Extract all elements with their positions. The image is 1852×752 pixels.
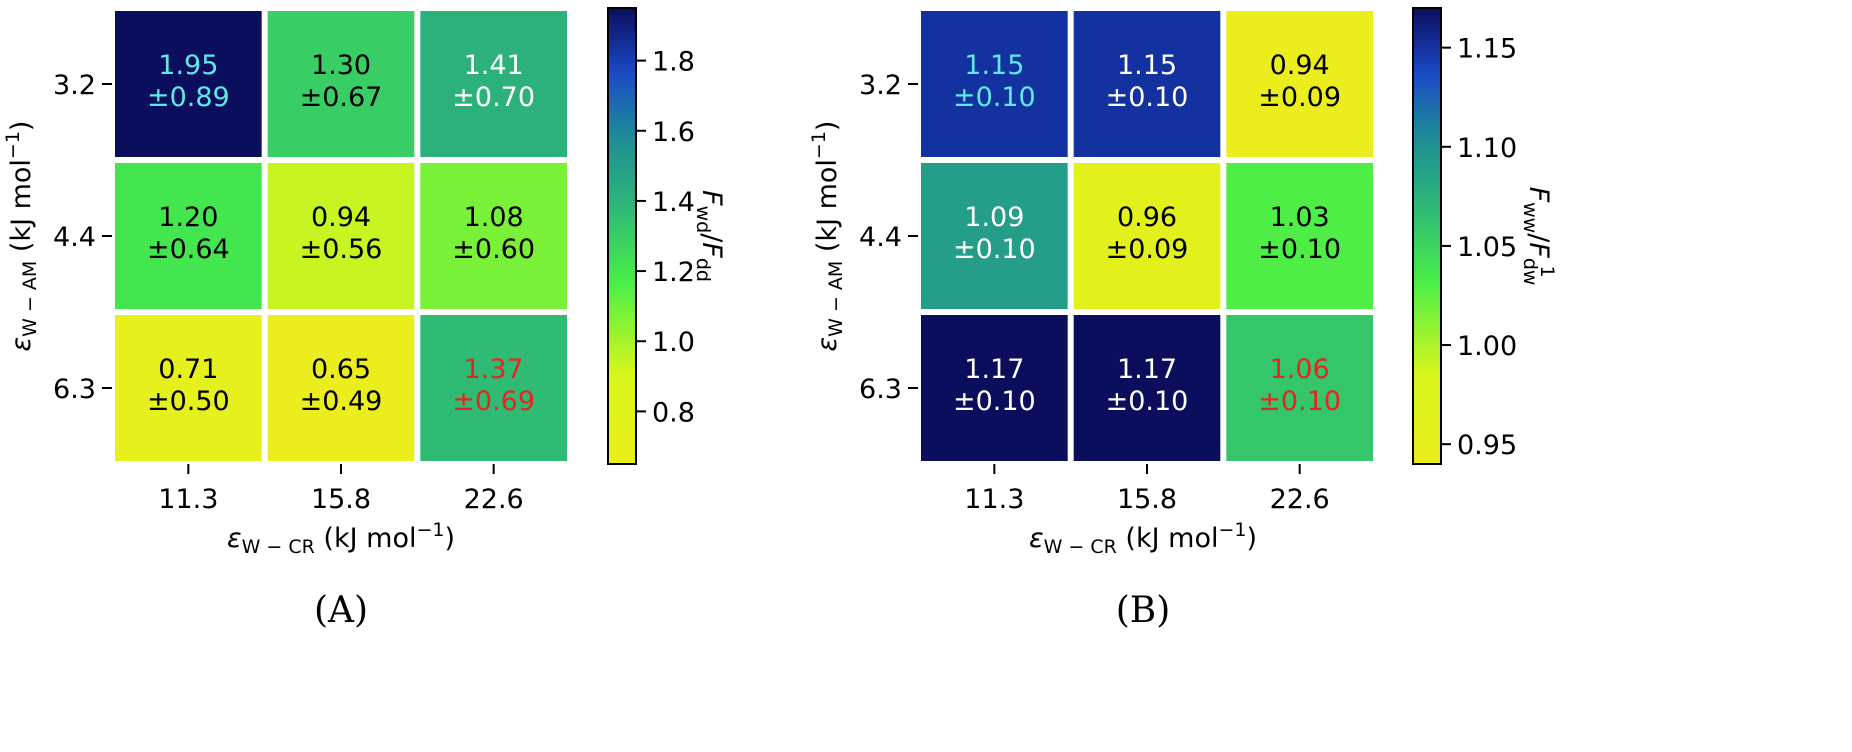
heatmap-cell	[1226, 315, 1373, 461]
cell-error-label: ±0.09	[1106, 234, 1189, 265]
cell-error-label: ±0.49	[300, 386, 383, 417]
x-tick-label: 15.8	[311, 484, 371, 515]
cell-error-label: ±0.10	[1106, 82, 1189, 113]
cell-value-label: 0.71	[158, 354, 218, 385]
y-axis-label: εW − AM (kJ mol−1)	[2, 121, 41, 352]
cell-error-label: ±0.10	[953, 234, 1036, 265]
cell-value-label: 0.94	[1270, 50, 1330, 81]
cell-error-label: ±0.89	[147, 82, 230, 113]
cell-value-label: 0.94	[311, 202, 371, 233]
panel-label: (B)	[1116, 590, 1171, 631]
y-tick-label: 3.2	[859, 70, 902, 101]
cell-error-label: ±0.67	[300, 82, 383, 113]
heatmap-cell	[1226, 163, 1373, 309]
x-tick-label: 11.3	[964, 484, 1024, 515]
colorbar-tick-label: 1.8	[652, 47, 695, 78]
heatmap-cell	[115, 315, 262, 461]
cell-error-label: ±0.10	[953, 386, 1036, 417]
cell-value-label: 1.03	[1270, 202, 1330, 233]
y-tick-label: 6.3	[859, 374, 902, 405]
cell-value-label: 1.06	[1270, 354, 1330, 385]
colorbar-tick-label: 0.8	[652, 397, 695, 428]
cell-value-label: 1.09	[964, 202, 1024, 233]
heatmap-panel-b: 1.15±0.101.15±0.100.94±0.091.09±0.100.96…	[808, 7, 1558, 631]
cell-error-label: ±0.64	[147, 234, 230, 265]
x-axis-label: εW − CR (kJ mol−1)	[1029, 519, 1257, 558]
panel-label: (A)	[314, 590, 368, 631]
cell-value-label: 1.17	[1117, 354, 1177, 385]
cell-value-label: 0.96	[1117, 202, 1177, 233]
cell-value-label: 1.15	[964, 50, 1024, 81]
colorbar-tick-label: 0.95	[1457, 430, 1517, 461]
cell-value-label: 1.20	[158, 202, 218, 233]
heatmap-cell	[1226, 11, 1373, 157]
cell-value-label: 1.08	[464, 202, 524, 233]
cell-error-label: ±0.10	[1106, 386, 1189, 417]
heatmap-cell	[921, 163, 1068, 309]
cell-error-label: ±0.69	[452, 386, 535, 417]
colorbar-label: Fwd/Fdd	[692, 190, 727, 282]
cell-error-label: ±0.10	[1258, 386, 1341, 417]
heatmap-cell	[420, 315, 567, 461]
x-tick-label: 11.3	[158, 484, 218, 515]
cell-value-label: 1.17	[964, 354, 1024, 385]
colorbar-tick-label: 1.10	[1457, 133, 1517, 164]
heatmap-cell	[1073, 11, 1221, 157]
colorbar-label: Fww/Fdw1	[1519, 187, 1558, 286]
heatmap-cell	[1073, 315, 1221, 461]
heatmap-cell	[267, 11, 415, 157]
cell-error-label: ±0.10	[953, 82, 1036, 113]
y-axis-label: εW − AM (kJ mol−1)	[808, 121, 847, 352]
heatmap-cell	[115, 11, 262, 157]
colorbar	[1412, 7, 1442, 465]
colorbar-tick-label: 1.6	[652, 117, 695, 148]
cell-value-label: 1.37	[464, 354, 524, 385]
cell-error-label: ±0.10	[1258, 234, 1341, 265]
cell-error-label: ±0.60	[452, 234, 535, 265]
colorbar-tick-label: 1.00	[1457, 331, 1517, 362]
heatmap-cell	[115, 163, 262, 309]
colorbar-tick-label: 1.0	[652, 327, 695, 358]
cell-value-label: 1.15	[1117, 50, 1177, 81]
heatmap-panel-a: 1.95±0.89 1.30±0.67 1.41±0.70 1.20±0.64 0.94…	[2, 7, 727, 631]
cell-error-label: ±0.50	[147, 386, 230, 417]
cell-value-label: 1.41	[464, 50, 524, 81]
cell-value-label: 1.30	[311, 50, 371, 81]
colorbar	[607, 7, 637, 465]
heatmap-cell	[1073, 163, 1221, 309]
y-tick-label: 3.2	[53, 70, 96, 101]
cell-value-label: 1.95	[158, 50, 218, 81]
colorbar-tick-label: 1.05	[1457, 232, 1517, 263]
y-tick-label: 4.4	[53, 222, 96, 253]
x-axis-label: εW − CR (kJ mol−1)	[227, 519, 455, 558]
x-tick-label: 15.8	[1117, 484, 1177, 515]
x-tick-label: 22.6	[1270, 484, 1330, 515]
cell-error-label: ±0.09	[1258, 82, 1341, 113]
heatmap-cell	[420, 11, 567, 157]
heatmap-cell	[921, 11, 1068, 157]
colorbar-tick-label: 1.15	[1457, 34, 1517, 65]
cell-value-label: 0.65	[311, 354, 371, 385]
x-tick-label: 22.6	[464, 484, 524, 515]
colorbar-tick-label: 1.4	[652, 187, 695, 218]
y-tick-label: 6.3	[53, 374, 96, 405]
heatmap-cell	[267, 163, 415, 309]
y-tick-label: 4.4	[859, 222, 902, 253]
cell-error-label: ±0.56	[300, 234, 383, 265]
heatmap-cell	[420, 163, 567, 309]
cell-error-label: ±0.70	[452, 82, 535, 113]
heatmap-cell	[267, 315, 415, 461]
colorbar-tick-label: 1.2	[652, 257, 695, 288]
heatmap-cell	[921, 315, 1068, 461]
